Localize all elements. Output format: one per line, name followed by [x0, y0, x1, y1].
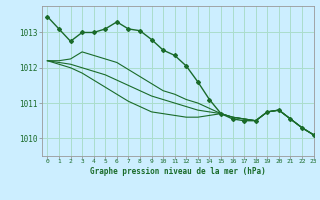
X-axis label: Graphe pression niveau de la mer (hPa): Graphe pression niveau de la mer (hPa): [90, 167, 266, 176]
